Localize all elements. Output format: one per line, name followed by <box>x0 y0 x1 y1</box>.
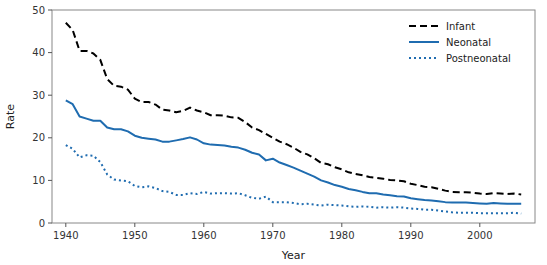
legend: Infant Neonatal Postneonatal <box>409 21 511 64</box>
legend-label: Postneonatal <box>446 53 511 64</box>
y-tick <box>48 223 52 224</box>
series-line <box>66 145 521 214</box>
x-tick-label: 1950 <box>122 230 147 241</box>
y-tick-label: 20 <box>32 132 45 143</box>
legend-label: Infant <box>446 21 475 32</box>
x-tick <box>410 223 411 227</box>
x-tick-label: 1980 <box>329 230 354 241</box>
x-tick-label: 1940 <box>53 230 78 241</box>
x-tick-label: 1970 <box>260 230 285 241</box>
x-tick <box>134 223 135 227</box>
y-tick <box>48 137 52 138</box>
legend-swatch <box>409 57 439 59</box>
y-tick <box>48 180 52 181</box>
chart: 1940 1950 1960 1970 1980 1990 2000 0 10 20 30 40 50 Y… <box>0 0 547 265</box>
legend-swatch <box>409 25 439 27</box>
x-tick <box>341 223 342 227</box>
x-tick-label: 1990 <box>398 230 423 241</box>
x-tick-label: 1960 <box>191 230 216 241</box>
x-tick <box>203 223 204 227</box>
legend-swatch <box>409 41 439 43</box>
y-tick <box>48 95 52 96</box>
x-tick <box>65 223 66 227</box>
x-tick <box>272 223 273 227</box>
x-axis-label: Year <box>281 249 306 262</box>
y-tick <box>48 10 52 11</box>
plot-frame <box>52 10 535 223</box>
legend-label: Neonatal <box>446 37 491 48</box>
y-tick-label: 30 <box>32 90 45 101</box>
y-tick <box>48 52 52 53</box>
x-tick-label: 2000 <box>467 230 492 241</box>
y-tick-label: 0 <box>39 218 45 229</box>
lines <box>66 23 521 214</box>
y-tick-label: 50 <box>32 5 45 16</box>
series-line <box>66 100 521 204</box>
y-tick-label: 10 <box>32 175 45 186</box>
y-axis-label: Rate <box>4 104 17 129</box>
y-tick-label: 40 <box>32 47 45 58</box>
x-tick <box>479 223 480 227</box>
